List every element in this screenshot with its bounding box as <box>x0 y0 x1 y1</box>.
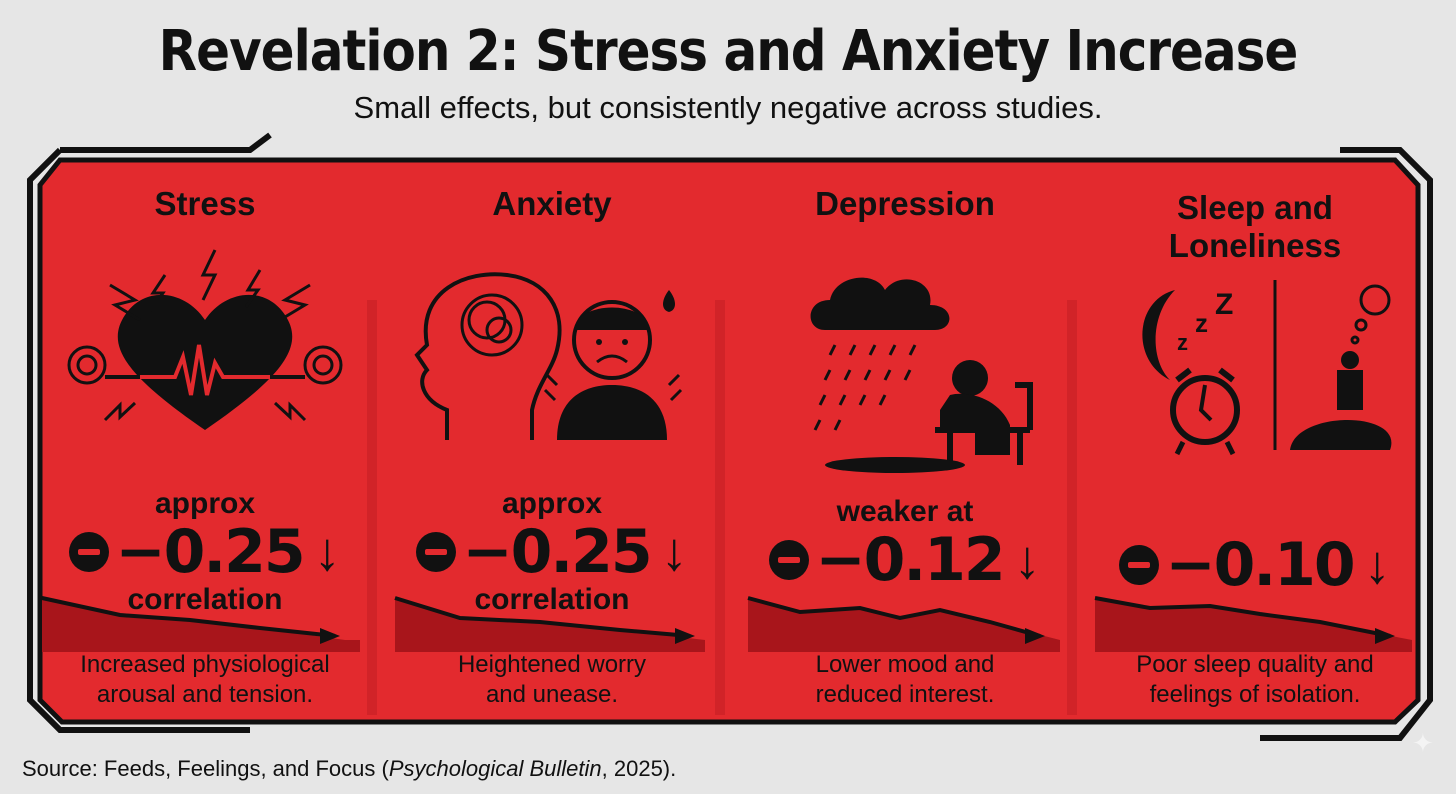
correlation-value: −0.12 <box>815 525 1005 595</box>
description-line: feelings of isolation. <box>1149 681 1361 708</box>
value-row: −0.25 ↓ <box>392 517 712 587</box>
value-suffix: correlation <box>474 583 630 616</box>
moon-alarm-isolated-person-icon: z z Z <box>1142 280 1392 456</box>
description-line: reduced interest. <box>815 681 995 708</box>
down-arrow-icon: ↓ <box>1363 535 1391 595</box>
value-suffix: correlation <box>127 583 283 616</box>
page-title: Revelation 2: Stress and Anxiety Increas… <box>158 18 1299 84</box>
panel-depression: Depression weaker at −0.12 ↓ Lower mood … <box>745 165 1065 720</box>
correlation-value: −0.10 <box>1165 530 1355 600</box>
page-subtitle: Small effects, but consistently negative… <box>353 90 1103 125</box>
minus-circle-icon <box>416 532 457 572</box>
down-arrow-icon: ↓ <box>660 522 688 582</box>
trend-band-2 <box>394 596 705 652</box>
value-prefix: weaker at <box>836 495 974 528</box>
description-line: and unease. <box>485 681 619 708</box>
trend-band-4 <box>1094 596 1412 652</box>
stressed-heart-icon <box>67 249 343 430</box>
panel-description: Heightened worry and unease. <box>392 650 712 710</box>
minus-circle-icon <box>1119 545 1160 585</box>
source-citation: Source: Feeds, Feelings, and Focus (Psyc… <box>22 756 676 782</box>
svg-text:Z: Z <box>1215 288 1233 321</box>
description-line: Increased physiological <box>80 651 330 678</box>
value-row: −0.25 ↓ <box>45 517 365 587</box>
panel-anxiety: Anxiety approx −0.25 ↓ correlation Heigh… <box>392 165 712 720</box>
sparkle-icon: ✦ <box>1412 728 1434 758</box>
description-line: arousal and tension. <box>96 681 314 708</box>
description-line: Poor sleep quality and <box>1136 651 1374 678</box>
value-row: −0.10 ↓ <box>1095 530 1415 600</box>
panel-title-line: Loneliness <box>1168 227 1342 264</box>
panel-title: Sleep and Loneliness <box>1169 185 1341 269</box>
trend-band-1 <box>41 596 360 652</box>
minus-circle-icon <box>69 532 110 572</box>
panel-description: Increased physiological arousal and tens… <box>45 650 365 710</box>
value-row: −0.12 ↓ <box>745 525 1065 595</box>
value-prefix: approx <box>154 487 256 520</box>
down-arrow-icon: ↓ <box>313 522 341 582</box>
source-suffix: , 2025). <box>601 756 677 781</box>
trend-band-3 <box>747 596 1060 652</box>
panel-title: Anxiety <box>492 185 612 222</box>
panel-title: Depression <box>815 185 995 222</box>
minus-circle-icon <box>769 540 810 580</box>
rain-cloud-sad-person-icon <box>810 277 1033 473</box>
correlation-value: −0.25 <box>115 517 305 587</box>
panel-description: Lower mood and reduced interest. <box>745 650 1065 710</box>
panel-title-line: Sleep and <box>1177 189 1333 226</box>
value-prefix: approx <box>501 487 603 520</box>
source-prefix: Source: Feeds, Feelings, and Focus ( <box>22 756 389 781</box>
svg-text:z: z <box>1195 308 1208 338</box>
description-line: Heightened worry <box>457 651 647 678</box>
correlation-value: −0.25 <box>462 517 652 587</box>
svg-text:z: z <box>1177 330 1188 355</box>
description-line: Lower mood and <box>815 651 995 678</box>
panel-description: Poor sleep quality and feelings of isola… <box>1095 650 1415 710</box>
panel-stress: Stress approx −0.25 ↓ correlation Increa… <box>45 165 365 720</box>
anxious-person-icon <box>414 272 683 440</box>
panel-sleep-loneliness: Sleep and Loneliness z z Z −0.10 ↓ Poor … <box>1095 165 1415 720</box>
down-arrow-icon: ↓ <box>1013 530 1041 590</box>
source-journal: Psychological Bulletin <box>388 756 602 781</box>
panel-title: Stress <box>154 185 256 222</box>
